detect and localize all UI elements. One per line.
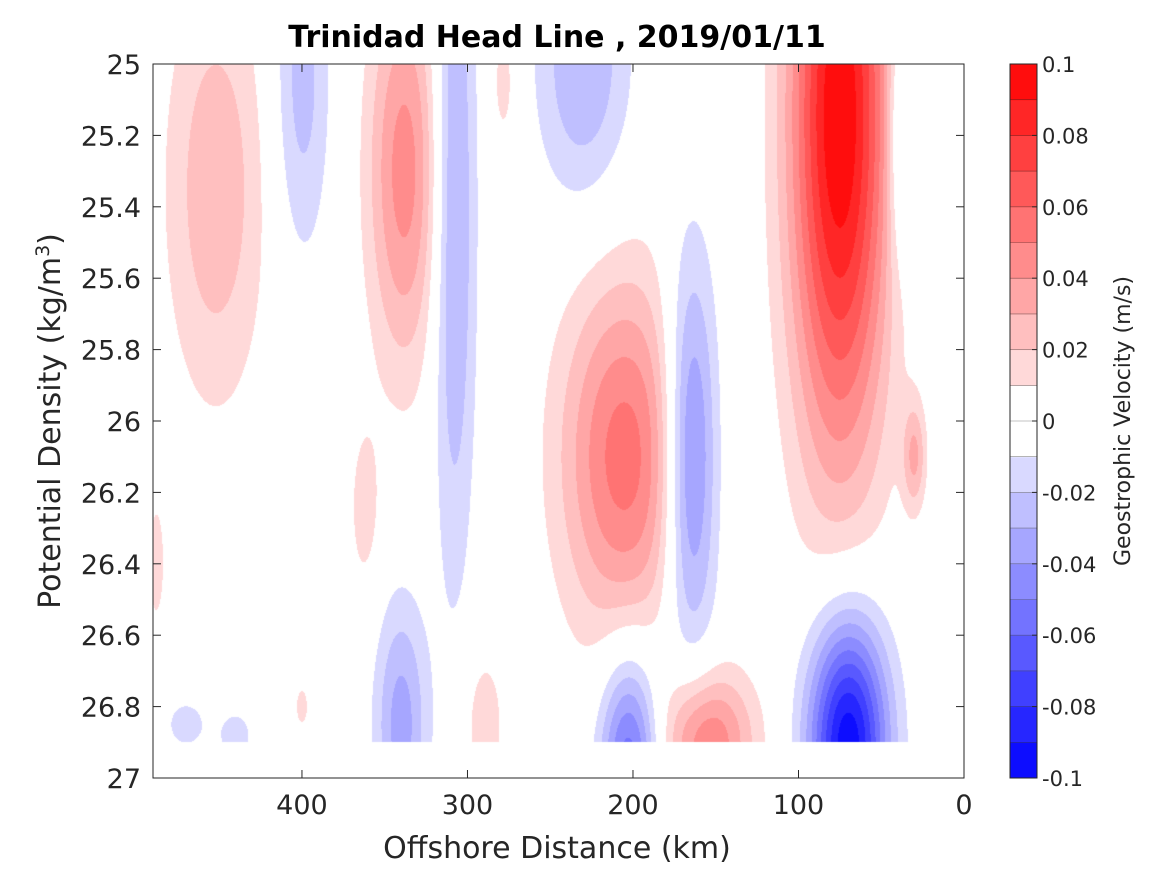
x-axis-ticks: 400 300 200 100 0 — [276, 64, 973, 821]
y-tick-label: 26 — [107, 407, 141, 438]
x-tick-label: 400 — [276, 790, 328, 821]
x-tick-label: 200 — [607, 790, 659, 821]
y-tick-label: 26.2 — [81, 478, 141, 509]
y-axis-label-superscript: 3 — [32, 245, 54, 257]
colorbar-band — [1010, 563, 1037, 600]
y-tick-label: 26.6 — [81, 621, 141, 652]
y-tick-label: 26.4 — [81, 550, 141, 581]
x-tick-label: 100 — [773, 790, 825, 821]
colorbar-tick-label: 0 — [1042, 410, 1055, 434]
chart-title: Trinidad Head Line , 2019/01/11 — [288, 20, 825, 55]
colorbar-band — [1010, 456, 1037, 493]
colorbar-band — [1010, 64, 1037, 101]
y-tick-label: 26.8 — [81, 693, 141, 724]
colorbar-band — [1010, 635, 1037, 672]
y-axis-label: Potential Density (kg/m3) — [32, 233, 68, 609]
colorbar-tick-label: 0.1 — [1042, 53, 1075, 77]
colorbar-tick-label: -0.06 — [1042, 624, 1096, 648]
y-tick-label: 25.4 — [81, 193, 141, 224]
colorbar-band — [1010, 385, 1037, 422]
colorbar-bands — [1010, 64, 1037, 779]
y-axis-ticks: 25 25.2 25.4 25.6 25.8 26 26.2 26.4 26.6 26.8 27 — [81, 50, 964, 795]
colorbar-tick-label: -0.04 — [1042, 553, 1096, 577]
colorbar-band — [1010, 99, 1037, 136]
colorbar-band — [1010, 670, 1037, 708]
colorbar-tick-label: 0.04 — [1042, 267, 1089, 291]
colorbar-band — [1010, 421, 1037, 458]
y-axis-label-close: ) — [33, 233, 68, 245]
colorbar-band — [1010, 171, 1037, 208]
colorbar-tick-label: -0.1 — [1042, 767, 1083, 791]
colorbar-band — [1010, 599, 1037, 636]
y-tick-label: 27 — [107, 764, 141, 795]
y-tick-label: 25 — [107, 50, 141, 81]
contour-field — [153, 64, 964, 778]
colorbar-tick-label: 0.02 — [1042, 339, 1089, 363]
colorbar-band — [1010, 706, 1037, 743]
x-axis-label: Offshore Distance (km) — [383, 831, 731, 866]
colorbar-band — [1010, 528, 1037, 565]
y-axis-label-main: Potential Density (kg/m — [33, 257, 68, 609]
colorbar-band — [1010, 135, 1037, 172]
y-tick-label: 25.2 — [81, 121, 141, 152]
colorbar-tick-label: 0.06 — [1042, 196, 1089, 220]
colorbar-band — [1010, 278, 1037, 315]
colorbar-band — [1010, 313, 1037, 351]
x-tick-label: 0 — [955, 790, 972, 821]
y-tick-label: 25.6 — [81, 264, 141, 295]
x-tick-label: 300 — [442, 790, 494, 821]
colorbar-band — [1010, 206, 1037, 243]
colorbar-tick-label: -0.08 — [1042, 696, 1096, 720]
colorbar-band — [1010, 349, 1037, 386]
colorbar-band — [1010, 742, 1037, 779]
colorbar-tick-label: 0.08 — [1042, 124, 1089, 148]
colorbar-band — [1010, 492, 1037, 529]
colorbar-tick-label: -0.02 — [1042, 481, 1096, 505]
plot-area: 400 300 200 100 0 25 25.2 25.4 25.6 25.8 26 26.2 26… — [81, 50, 973, 821]
y-tick-label: 25.8 — [81, 336, 141, 367]
colorbar-ticks: 0.1 0.08 0.06 0.04 0.02 0 -0.02 -0.04 -0.06 -0.08… — [1032, 53, 1096, 791]
colorbar: 0.1 0.08 0.06 0.04 0.02 0 -0.02 -0.04 -0.06 -0.08… — [1009, 53, 1096, 791]
colorbar-title: Geostrophic Velocity (m/s) — [1111, 276, 1136, 566]
colorbar-band — [1010, 242, 1037, 279]
